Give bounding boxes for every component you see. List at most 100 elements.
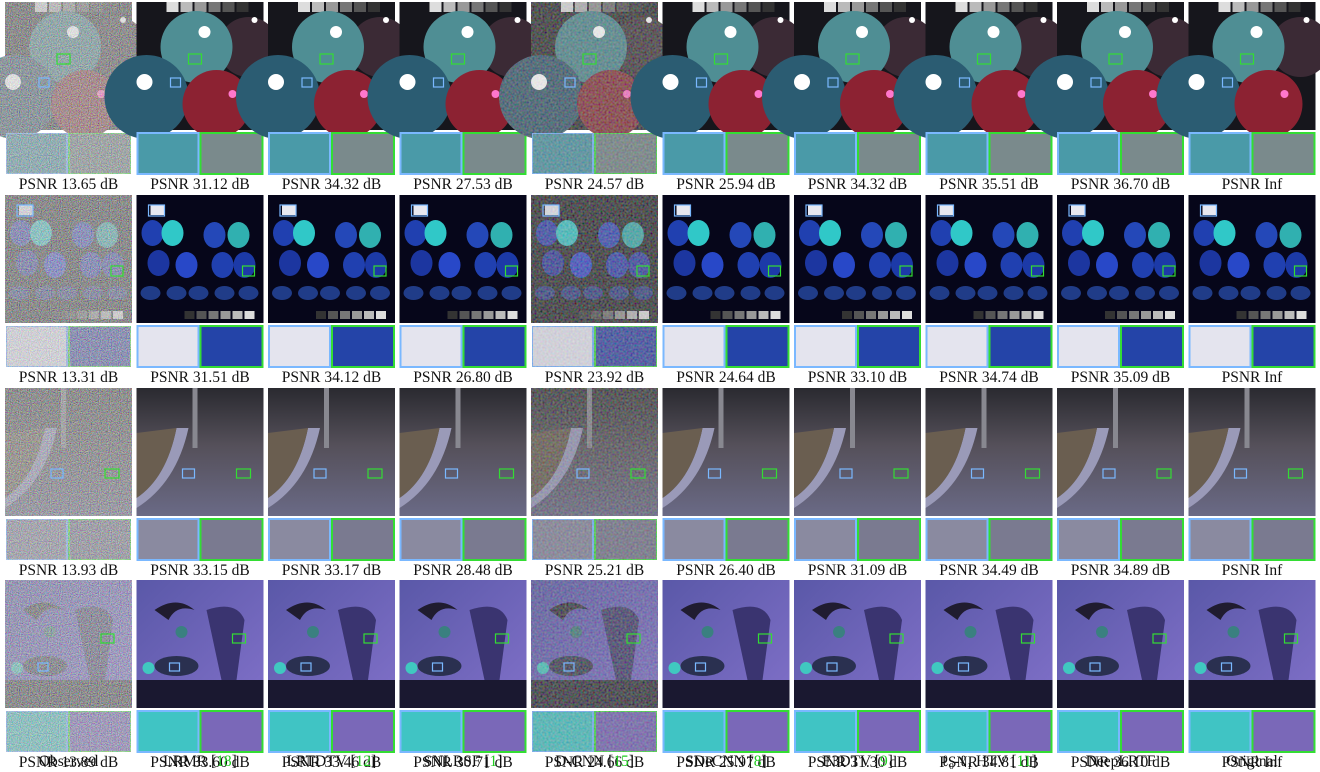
psnr-label: PSNR 27.53 dB (413, 176, 513, 193)
hsi-image (400, 195, 527, 323)
cup (545, 205, 559, 215)
pepper (598, 222, 620, 248)
image-cell (663, 195, 790, 367)
zoom-patches (927, 326, 1052, 367)
zoom-patch (795, 326, 856, 367)
chart-swatch (1087, 2, 1099, 12)
zoom-patch (464, 711, 526, 752)
zoom-patches (664, 519, 789, 560)
fruit (272, 286, 292, 300)
image-cell (268, 388, 395, 560)
zoom-patch (138, 326, 199, 367)
figure-obj (1096, 626, 1108, 638)
chart-swatch (444, 2, 456, 12)
swatch (603, 311, 613, 319)
zoom-patch (1253, 711, 1315, 752)
swatch (328, 311, 338, 319)
psnr-label: PSNR 13.93 dB (19, 562, 119, 579)
zoom-patch (138, 519, 199, 560)
image-cell (531, 580, 658, 752)
zoom-patches (401, 519, 526, 560)
hsi-image (268, 388, 395, 516)
pepper (1148, 222, 1170, 248)
zoom-patches (6, 519, 131, 560)
method-label: Observed (39, 753, 99, 770)
pepper (142, 220, 164, 246)
cup (19, 205, 33, 215)
fruit (846, 286, 866, 300)
citation[interactable]: 15 (613, 753, 629, 770)
chart-swatch (312, 2, 324, 12)
hsi-image (137, 195, 264, 323)
psnr-label: PSNR 34.89 dB (1071, 562, 1171, 579)
psnr-label: PSNR 35.09 dB (1071, 369, 1171, 386)
citation[interactable]: 1 (490, 753, 498, 770)
fruit (872, 286, 892, 300)
fruit (1159, 286, 1179, 300)
swatch (974, 311, 984, 319)
method-name: D-CNN (555, 753, 604, 770)
zoom-patch (990, 519, 1052, 560)
cup (808, 205, 822, 215)
pepper (1023, 252, 1045, 278)
zoom-patch (1121, 519, 1183, 560)
highlight (515, 17, 521, 23)
zoom-patches (1058, 519, 1183, 560)
image-cell (794, 195, 921, 367)
pepper (279, 250, 301, 276)
zoom-patch (858, 711, 920, 752)
fruit (478, 286, 498, 300)
zoom-patch (858, 519, 920, 560)
image-cell (1189, 580, 1316, 752)
citation[interactable]: 18 (216, 753, 232, 770)
citation[interactable]: 12 (356, 753, 372, 770)
chart-swatch (1219, 2, 1231, 12)
zoom-patches (1058, 326, 1183, 367)
citation[interactable]: 11 (1017, 753, 1032, 770)
pepper (491, 222, 513, 248)
zoom-patches (269, 133, 394, 174)
pole (587, 388, 592, 448)
method-name: LRTDTV (287, 753, 348, 770)
fruit (896, 286, 916, 300)
image-cell (663, 388, 790, 560)
pepper (730, 222, 752, 248)
zoom-patch (138, 133, 199, 174)
psnr-label: PSNR 25.21 dB (545, 562, 645, 579)
zoom-patches (927, 133, 1052, 174)
chart-swatch (195, 2, 207, 12)
zoom-patches (532, 519, 657, 560)
zoom-patch (464, 326, 526, 367)
chart-swatch (1129, 2, 1141, 12)
zoom-patch (401, 326, 462, 367)
pepper (702, 252, 724, 278)
pepper (162, 220, 184, 246)
fruit (583, 286, 603, 300)
fruit (561, 286, 581, 300)
zoom-patch (332, 519, 394, 560)
chart-swatch (1115, 2, 1127, 12)
chart-swatch (368, 2, 380, 12)
chart-swatch (458, 2, 470, 12)
zoom-patch (69, 326, 131, 367)
swatch (1010, 311, 1020, 319)
zoom-patch (69, 133, 131, 174)
method-name: SNLRSF (424, 753, 481, 770)
pepper (234, 252, 256, 278)
chart-swatch (91, 2, 103, 12)
swatch (448, 311, 458, 319)
zoom-patch (595, 133, 657, 174)
image-cell (926, 388, 1053, 560)
zoom-patch (401, 711, 462, 752)
highlight (462, 26, 474, 38)
fruit (57, 286, 77, 300)
pepper (1124, 222, 1146, 248)
highlight (5, 74, 21, 90)
swatch (185, 311, 195, 319)
ball (406, 662, 418, 674)
zoom-patch (990, 711, 1052, 752)
zoom-patch (1190, 519, 1251, 560)
bracket: ] (888, 753, 893, 770)
image-cell (400, 580, 527, 752)
pepper (931, 220, 953, 246)
